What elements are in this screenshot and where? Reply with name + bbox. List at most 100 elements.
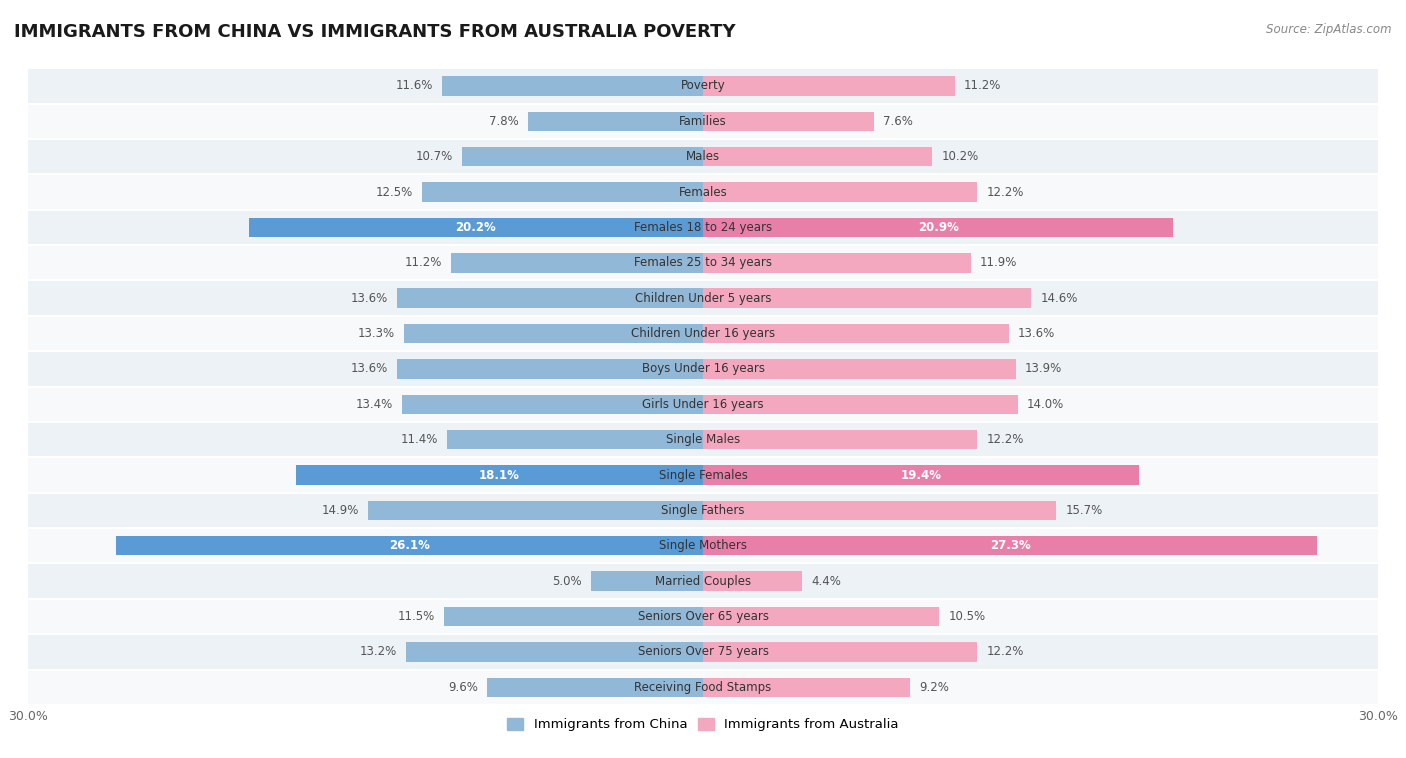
Text: 13.9%: 13.9% <box>1025 362 1062 375</box>
Text: Seniors Over 75 years: Seniors Over 75 years <box>637 645 769 659</box>
Text: Families: Families <box>679 114 727 128</box>
Bar <box>463 147 703 167</box>
Text: 13.3%: 13.3% <box>357 327 395 340</box>
Bar <box>28 104 1378 139</box>
Text: 11.5%: 11.5% <box>398 610 436 623</box>
Text: 26.1%: 26.1% <box>389 539 430 553</box>
Text: 15.7%: 15.7% <box>1066 504 1102 517</box>
Text: 11.6%: 11.6% <box>395 80 433 92</box>
Bar <box>28 280 1378 316</box>
Text: 19.4%: 19.4% <box>901 468 942 481</box>
Bar <box>28 422 1378 457</box>
Bar <box>703 218 1173 237</box>
Text: 5.0%: 5.0% <box>553 575 582 587</box>
Bar <box>527 111 703 131</box>
Bar <box>703 288 1032 308</box>
Bar <box>406 642 703 662</box>
Text: Boys Under 16 years: Boys Under 16 years <box>641 362 765 375</box>
Text: IMMIGRANTS FROM CHINA VS IMMIGRANTS FROM AUSTRALIA POVERTY: IMMIGRANTS FROM CHINA VS IMMIGRANTS FROM… <box>14 23 735 41</box>
Bar <box>28 316 1378 351</box>
Bar <box>703 324 1010 343</box>
Text: Children Under 5 years: Children Under 5 years <box>634 292 772 305</box>
Text: 4.4%: 4.4% <box>811 575 841 587</box>
Bar <box>28 669 1378 705</box>
Bar <box>115 536 703 556</box>
Text: 20.9%: 20.9% <box>918 221 959 234</box>
Text: 12.2%: 12.2% <box>987 433 1024 446</box>
Text: Single Fathers: Single Fathers <box>661 504 745 517</box>
Bar <box>703 465 1139 485</box>
Bar <box>591 572 703 591</box>
Bar <box>486 678 703 697</box>
Bar <box>368 501 703 520</box>
Bar <box>28 634 1378 669</box>
Bar <box>703 359 1015 379</box>
Bar <box>451 253 703 273</box>
Bar <box>28 174 1378 210</box>
Bar <box>28 493 1378 528</box>
Text: 14.0%: 14.0% <box>1026 398 1064 411</box>
Bar <box>703 678 910 697</box>
Text: 11.9%: 11.9% <box>980 256 1017 269</box>
Text: Children Under 16 years: Children Under 16 years <box>631 327 775 340</box>
Bar <box>703 183 977 202</box>
Bar <box>396 359 703 379</box>
Bar <box>422 183 703 202</box>
Bar <box>396 288 703 308</box>
Text: 9.2%: 9.2% <box>920 681 949 694</box>
Text: Single Males: Single Males <box>666 433 740 446</box>
Bar <box>28 210 1378 245</box>
Text: 13.6%: 13.6% <box>352 362 388 375</box>
Text: 14.9%: 14.9% <box>322 504 359 517</box>
Bar <box>703 607 939 626</box>
Text: 13.6%: 13.6% <box>352 292 388 305</box>
Bar <box>28 457 1378 493</box>
Text: 10.2%: 10.2% <box>942 150 979 163</box>
Bar <box>249 218 703 237</box>
Bar <box>703 111 875 131</box>
Bar <box>441 77 703 96</box>
Bar <box>28 528 1378 563</box>
Text: Poverty: Poverty <box>681 80 725 92</box>
Text: 11.2%: 11.2% <box>965 80 1001 92</box>
Text: 13.6%: 13.6% <box>1018 327 1054 340</box>
Text: Females 18 to 24 years: Females 18 to 24 years <box>634 221 772 234</box>
Text: 11.4%: 11.4% <box>401 433 437 446</box>
Text: 20.2%: 20.2% <box>456 221 496 234</box>
Text: 10.5%: 10.5% <box>948 610 986 623</box>
Text: Females: Females <box>679 186 727 199</box>
Bar <box>444 607 703 626</box>
Bar <box>703 536 1317 556</box>
Bar <box>28 599 1378 634</box>
Text: 12.2%: 12.2% <box>987 186 1024 199</box>
Bar <box>703 394 1018 414</box>
Bar <box>402 394 703 414</box>
Text: 14.6%: 14.6% <box>1040 292 1078 305</box>
Text: 7.6%: 7.6% <box>883 114 912 128</box>
Text: Seniors Over 65 years: Seniors Over 65 years <box>637 610 769 623</box>
Text: Single Mothers: Single Mothers <box>659 539 747 553</box>
Bar <box>703 430 977 449</box>
Text: 13.4%: 13.4% <box>356 398 392 411</box>
Text: Married Couples: Married Couples <box>655 575 751 587</box>
Bar <box>28 563 1378 599</box>
Bar <box>28 387 1378 422</box>
Text: 10.7%: 10.7% <box>416 150 453 163</box>
Text: 27.3%: 27.3% <box>990 539 1031 553</box>
Text: 13.2%: 13.2% <box>360 645 396 659</box>
Bar <box>703 572 801 591</box>
Text: Girls Under 16 years: Girls Under 16 years <box>643 398 763 411</box>
Text: 12.2%: 12.2% <box>987 645 1024 659</box>
Bar <box>295 465 703 485</box>
Text: Females 25 to 34 years: Females 25 to 34 years <box>634 256 772 269</box>
Text: Single Females: Single Females <box>658 468 748 481</box>
Bar <box>703 501 1056 520</box>
Text: Source: ZipAtlas.com: Source: ZipAtlas.com <box>1267 23 1392 36</box>
Bar <box>703 77 955 96</box>
Bar <box>28 245 1378 280</box>
Text: 11.2%: 11.2% <box>405 256 441 269</box>
Bar <box>404 324 703 343</box>
Bar <box>28 68 1378 104</box>
Text: 18.1%: 18.1% <box>479 468 520 481</box>
Text: 12.5%: 12.5% <box>375 186 413 199</box>
